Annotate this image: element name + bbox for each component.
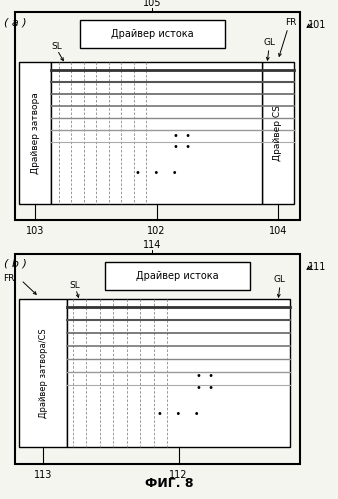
Text: •    •    •: • • • (157, 410, 200, 420)
Text: •  •: • • (196, 383, 214, 393)
Text: •  •: • • (173, 142, 191, 152)
Text: •  •: • • (196, 371, 214, 381)
Text: 113: 113 (34, 470, 52, 480)
Text: GL: GL (274, 274, 286, 283)
Text: FR: FR (285, 18, 296, 27)
Bar (80, 20, 225, 48)
Text: 102: 102 (147, 226, 166, 236)
Text: SL: SL (70, 280, 80, 289)
Text: 111: 111 (308, 262, 327, 272)
Bar (105, 262, 250, 290)
Text: •  •: • • (173, 131, 191, 141)
Text: 101: 101 (308, 20, 327, 30)
Text: Драйвер истока: Драйвер истока (136, 271, 219, 281)
Text: 104: 104 (269, 226, 287, 236)
Bar (19, 299, 67, 447)
Bar (51, 62, 262, 204)
Text: Драйвер истока: Драйвер истока (111, 29, 194, 39)
Bar (262, 62, 294, 204)
Text: 114: 114 (143, 240, 161, 250)
Bar (19, 62, 51, 204)
Text: ( b ): ( b ) (4, 259, 27, 269)
Text: •    •    •: • • • (135, 168, 178, 178)
Bar (15, 254, 300, 464)
Text: Драйвер CS: Драйвер CS (273, 105, 283, 161)
Text: ( a ): ( a ) (4, 17, 27, 27)
Bar (67, 299, 290, 447)
Text: 105: 105 (143, 0, 161, 8)
Text: SL: SL (51, 41, 62, 50)
Text: FR: FR (4, 274, 15, 283)
Text: 103: 103 (26, 226, 44, 236)
Bar (15, 12, 300, 220)
Text: Драйвер затвора/CS: Драйвер затвора/CS (39, 328, 48, 418)
Text: 112: 112 (169, 470, 188, 480)
Text: Драйвер затвора: Драйвер затвора (30, 92, 40, 174)
Text: GL: GL (263, 37, 275, 46)
Text: ФИГ. 8: ФИГ. 8 (145, 477, 193, 490)
